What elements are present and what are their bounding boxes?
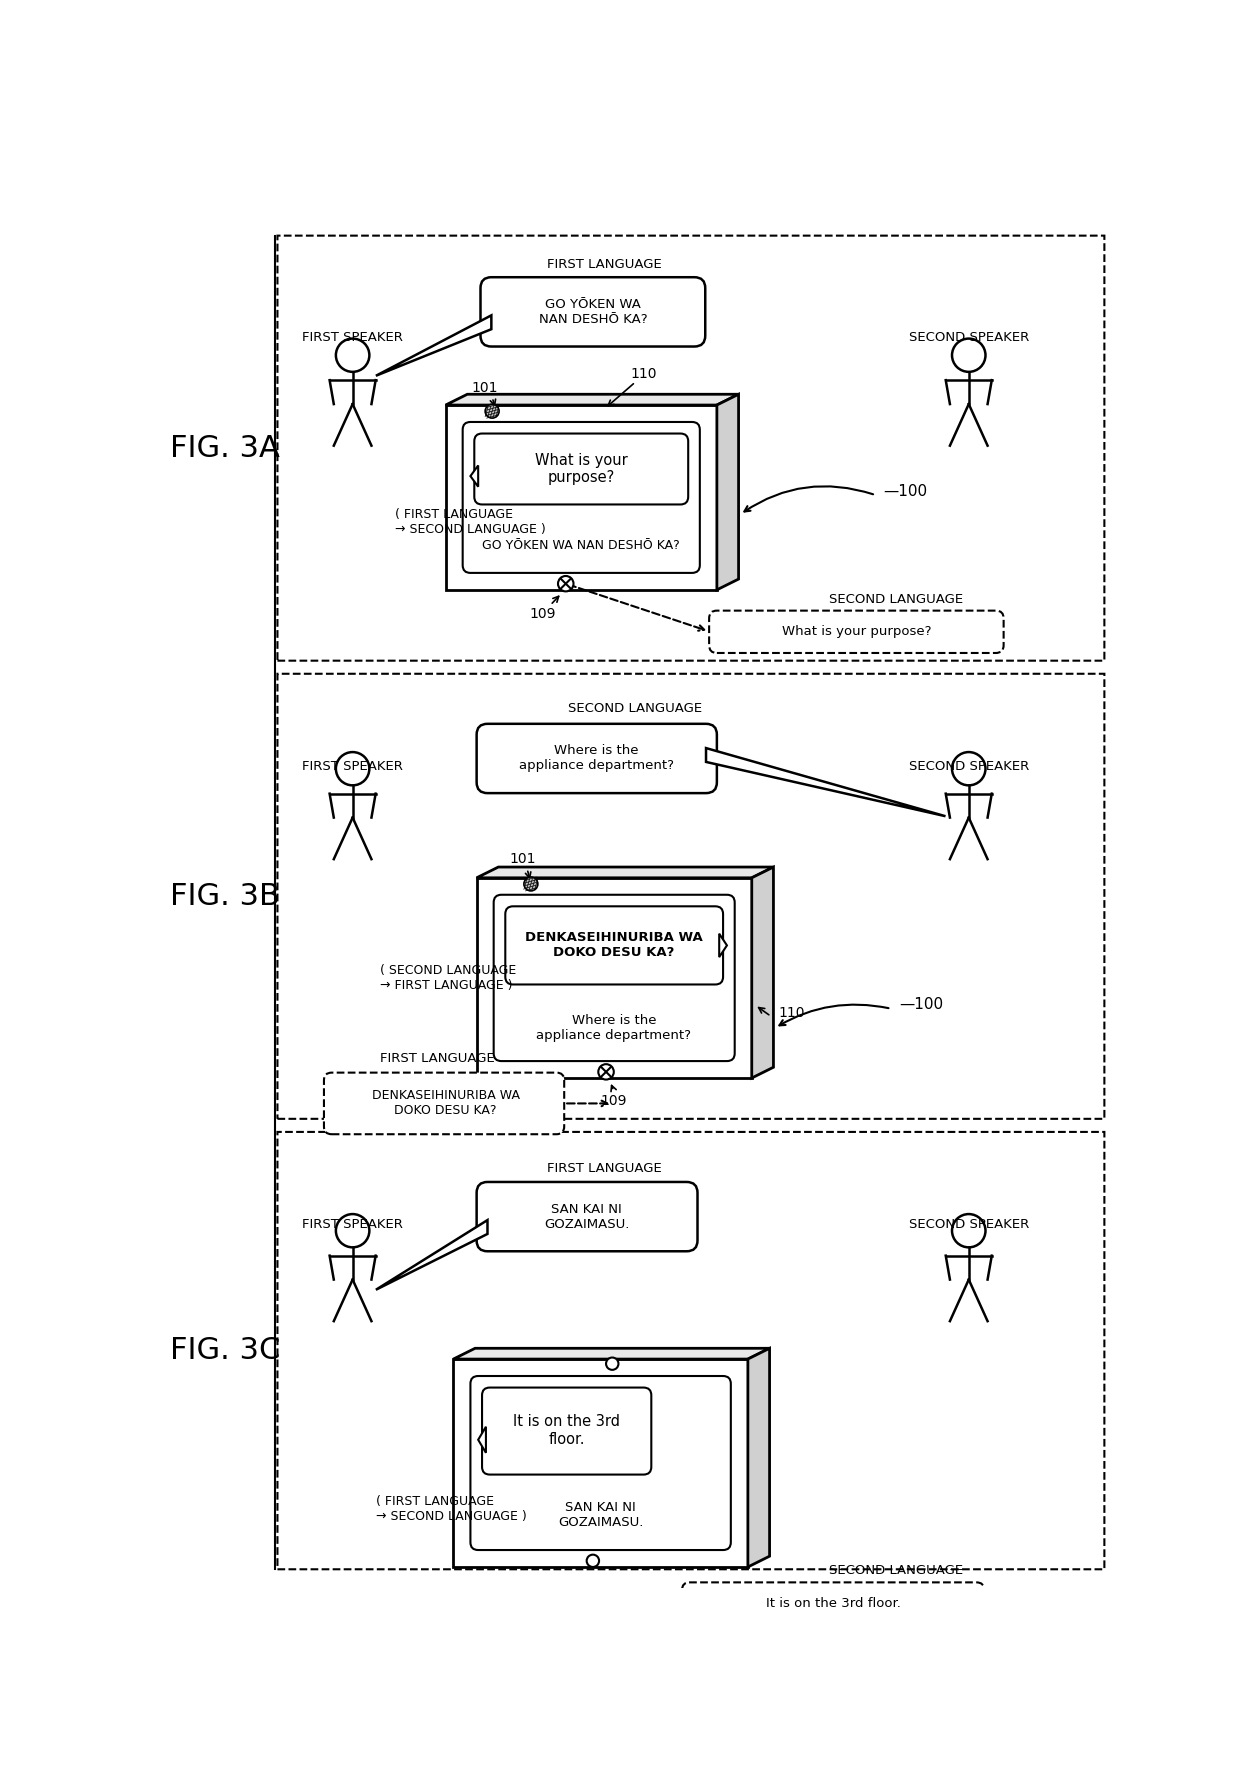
FancyBboxPatch shape [481, 277, 706, 346]
Text: SECOND SPEAKER: SECOND SPEAKER [909, 330, 1029, 344]
Text: What is your
purpose?: What is your purpose? [534, 453, 627, 485]
Polygon shape [454, 1359, 748, 1566]
Circle shape [558, 576, 573, 591]
FancyBboxPatch shape [470, 1375, 730, 1550]
Text: ( FIRST LANGUAGE
→ SECOND LANGUAGE ): ( FIRST LANGUAGE → SECOND LANGUAGE ) [396, 508, 546, 535]
Polygon shape [476, 878, 751, 1078]
Text: —100: —100 [899, 997, 944, 1012]
Text: It is on the 3rd
floor.: It is on the 3rd floor. [513, 1415, 620, 1447]
Circle shape [606, 1358, 619, 1370]
FancyBboxPatch shape [463, 423, 699, 573]
Text: SAN KAI NI
GOZAIMASU.: SAN KAI NI GOZAIMASU. [544, 1202, 630, 1231]
FancyBboxPatch shape [474, 434, 688, 505]
Text: SAN KAI NI
GOZAIMASU.: SAN KAI NI GOZAIMASU. [558, 1500, 644, 1529]
Text: FIRST LANGUAGE: FIRST LANGUAGE [547, 1163, 662, 1176]
Text: GO YŌKEN WA
NAN DESHŌ KA?: GO YŌKEN WA NAN DESHŌ KA? [538, 298, 647, 326]
Text: SECOND LANGUAGE: SECOND LANGUAGE [568, 701, 703, 715]
Text: GO YŌKEN WA NAN DESHŌ KA?: GO YŌKEN WA NAN DESHŌ KA? [482, 539, 680, 553]
Text: DENKASEIHINURIBA WA
DOKO DESU KA?: DENKASEIHINURIBA WA DOKO DESU KA? [372, 1090, 520, 1117]
FancyBboxPatch shape [324, 1072, 564, 1135]
FancyBboxPatch shape [278, 235, 1105, 660]
FancyBboxPatch shape [482, 1388, 651, 1475]
FancyBboxPatch shape [506, 906, 723, 985]
Text: SECOND LANGUAGE: SECOND LANGUAGE [830, 592, 963, 605]
Text: FIG. 3C: FIG. 3C [170, 1336, 280, 1365]
FancyBboxPatch shape [682, 1582, 985, 1625]
Text: What is your purpose?: What is your purpose? [781, 624, 931, 639]
FancyBboxPatch shape [476, 724, 717, 794]
Polygon shape [719, 933, 727, 958]
Circle shape [485, 405, 498, 417]
Text: 101: 101 [471, 382, 497, 394]
Text: It is on the 3rd floor.: It is on the 3rd floor. [765, 1597, 900, 1609]
Text: FIRST SPEAKER: FIRST SPEAKER [303, 1218, 403, 1231]
Polygon shape [454, 1349, 770, 1359]
FancyBboxPatch shape [709, 610, 1003, 653]
Text: ( SECOND LANGUAGE
→ FIRST LANGUAGE ): ( SECOND LANGUAGE → FIRST LANGUAGE ) [379, 963, 516, 992]
FancyBboxPatch shape [476, 1183, 697, 1251]
Circle shape [598, 1065, 614, 1079]
Text: FIRST LANGUAGE: FIRST LANGUAGE [547, 257, 662, 271]
Text: FIG. 3A: FIG. 3A [170, 434, 280, 462]
Text: 101: 101 [510, 853, 537, 867]
Polygon shape [476, 867, 774, 878]
Text: Where is the
appliance department?: Where is the appliance department? [536, 1013, 692, 1042]
Polygon shape [470, 466, 479, 487]
Text: ( FIRST LANGUAGE
→ SECOND LANGUAGE ): ( FIRST LANGUAGE → SECOND LANGUAGE ) [376, 1495, 527, 1524]
FancyBboxPatch shape [494, 896, 734, 1061]
FancyBboxPatch shape [278, 1131, 1105, 1570]
Text: SECOND SPEAKER: SECOND SPEAKER [909, 1218, 1029, 1231]
Circle shape [523, 878, 538, 890]
Text: 110: 110 [630, 368, 656, 382]
Text: 110: 110 [779, 1006, 805, 1020]
Polygon shape [376, 1220, 487, 1290]
Text: 109: 109 [600, 1094, 627, 1108]
Polygon shape [748, 1349, 770, 1566]
Text: —100: —100 [883, 483, 928, 500]
Text: FIG. 3B: FIG. 3B [170, 881, 280, 912]
Text: DENKASEIHINURIBA WA
DOKO DESU KA?: DENKASEIHINURIBA WA DOKO DESU KA? [525, 931, 703, 958]
FancyBboxPatch shape [278, 674, 1105, 1119]
Text: FIRST SPEAKER: FIRST SPEAKER [303, 330, 403, 344]
Polygon shape [445, 405, 717, 591]
Text: Where is the
appliance department?: Where is the appliance department? [520, 744, 675, 772]
Text: SECOND SPEAKER: SECOND SPEAKER [909, 760, 1029, 772]
Polygon shape [445, 394, 739, 405]
Polygon shape [376, 316, 491, 376]
Text: SECOND LANGUAGE: SECOND LANGUAGE [830, 1565, 963, 1577]
Text: 109: 109 [529, 608, 556, 621]
Polygon shape [751, 867, 774, 1078]
Circle shape [587, 1554, 599, 1566]
Text: FIRST LANGUAGE: FIRST LANGUAGE [379, 1053, 495, 1065]
Polygon shape [717, 394, 739, 591]
Polygon shape [479, 1427, 486, 1452]
Text: FIRST SPEAKER: FIRST SPEAKER [303, 760, 403, 772]
Polygon shape [706, 747, 945, 817]
